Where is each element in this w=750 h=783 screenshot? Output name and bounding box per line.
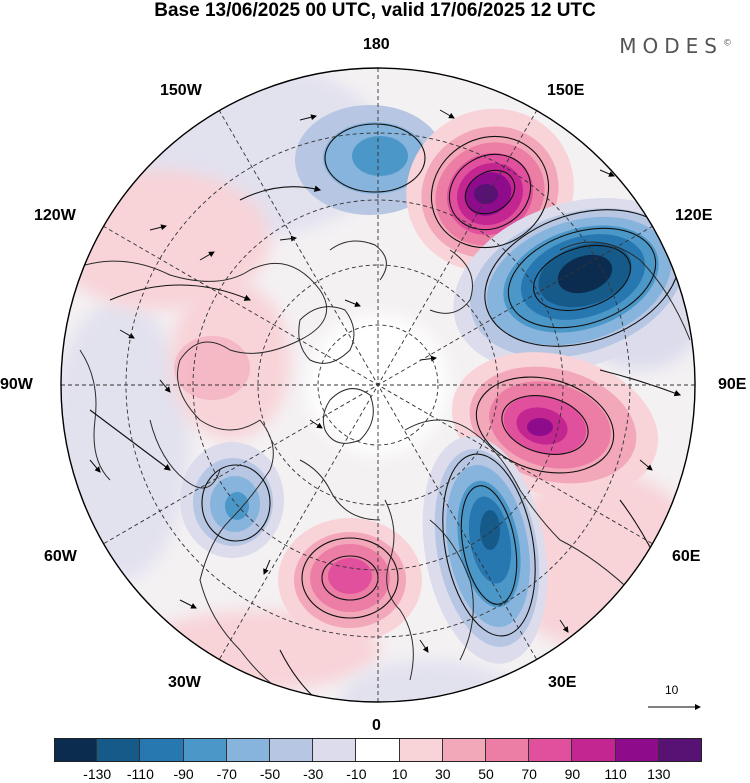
lon-label-30w: 30W	[168, 674, 201, 691]
copyright-mark: ©	[723, 38, 732, 49]
lon-label-120e: 120E	[675, 207, 713, 224]
colorbar-swatch	[226, 738, 270, 762]
map-boundary	[60, 67, 696, 703]
lon-label-0: 0	[372, 717, 381, 734]
reference-vector-label: 10	[665, 683, 679, 697]
colorbar-tick-label: 110	[604, 766, 627, 782]
lon-label-60e: 60E	[672, 548, 701, 565]
colorbar-tick-label: 10	[391, 766, 408, 782]
polar-map	[60, 67, 701, 710]
lon-label-150w: 150W	[160, 82, 202, 99]
lon-label-90w: 90W	[0, 376, 33, 393]
anomaly-field	[61, 68, 695, 702]
blue-anomaly-60w	[180, 442, 284, 558]
colorbar-tick-label: -50	[259, 766, 281, 782]
colorbar-swatch	[572, 738, 616, 762]
colorbar-swatch	[615, 738, 659, 762]
colorbar-tick-label: 70	[521, 766, 537, 782]
colorbar-swatch	[442, 738, 486, 762]
blue-anomaly-120e	[453, 197, 695, 373]
colorbar-tick-label: -70	[216, 766, 237, 782]
colorbar	[54, 738, 702, 762]
colorbar-tick-label: 90	[564, 766, 581, 782]
colorbar-swatch	[486, 738, 530, 762]
graticule	[61, 68, 695, 702]
blue-anomaly-30e	[422, 436, 548, 664]
colorbar-swatch	[658, 738, 702, 762]
modes-logo: MODES©	[619, 34, 732, 58]
colorbar-tick-label: 30	[435, 766, 451, 782]
lon-label-30e: 30E	[548, 674, 577, 691]
lon-label-180: 180	[363, 36, 390, 53]
colorbar-swatch	[529, 738, 573, 762]
colorbar-swatch	[399, 738, 443, 762]
lon-label-150e: 150E	[547, 82, 585, 99]
lon-label-120w: 120W	[34, 207, 76, 224]
brand-text: MODES	[619, 34, 723, 58]
colorbar-tick-label: -30	[303, 766, 324, 782]
colorbar-tick-label: 130	[647, 766, 671, 782]
lon-label-90e: 90E	[718, 376, 747, 393]
colorbar-swatch	[97, 738, 141, 762]
colorbar-swatch	[356, 738, 400, 762]
map-title: Base 13/06/2025 00 UTC, valid 17/06/2025…	[154, 0, 596, 21]
colorbar-swatch	[54, 738, 98, 762]
colorbar-frame	[54, 738, 702, 762]
colorbar-swatch	[313, 738, 357, 762]
colorbar-tick-label: -90	[173, 766, 194, 782]
colorbar-swatch	[183, 738, 227, 762]
coastlines	[69, 240, 691, 701]
colorbar-swatch	[270, 738, 314, 762]
lon-label-60w: 60W	[44, 548, 77, 565]
pink-anomaly-0	[278, 518, 422, 642]
colorbar-tick-label: -110	[126, 766, 154, 782]
colorbar-tick-label: -10	[346, 766, 367, 782]
colorbar-tick-label: -130	[83, 766, 112, 782]
wind-vectors	[89, 109, 673, 653]
colorbar-tick-label: 50	[478, 766, 494, 782]
pink-anomaly-90w	[174, 336, 250, 400]
pale-blue-region	[61, 300, 190, 580]
colorbar-swatch	[140, 738, 184, 762]
